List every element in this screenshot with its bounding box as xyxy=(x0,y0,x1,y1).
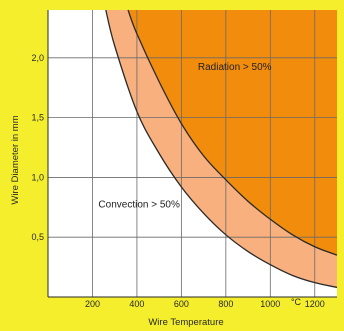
transition-band-area xyxy=(105,10,337,297)
radiation-annotation: Radiation > 50% xyxy=(198,62,272,73)
x-tick-label-200: 200 xyxy=(85,299,100,309)
radiation-region-area xyxy=(128,10,337,256)
x-axis-label: Wire Temperature xyxy=(148,317,223,328)
y-axis-label: Wire Diameter in mm xyxy=(10,115,21,204)
boundary-curves xyxy=(105,9,338,289)
x-tick-label-800: 800 xyxy=(218,299,233,309)
convection-annotation: Convection > 50% xyxy=(98,199,180,210)
y-tick-label-1: 1,0 xyxy=(31,172,44,182)
lower-boundary-line xyxy=(105,9,338,289)
tick-labels: 200 400 600 800 1000 1200 0,5 1,0 1,5 2,0 xyxy=(31,53,324,309)
x-tick-label-400: 400 xyxy=(129,299,144,309)
grid-lines xyxy=(47,10,337,298)
y-tick-label-2: 1,5 xyxy=(31,113,44,123)
plot-fills xyxy=(48,10,337,297)
x-tick-label-600: 600 xyxy=(174,299,189,309)
x-tick-label-1200: 1200 xyxy=(305,299,325,309)
upper-boundary-line xyxy=(127,9,338,256)
x-unit-label: °C xyxy=(291,297,302,307)
x-tick-label-1000: 1000 xyxy=(260,299,280,309)
y-tick-label-3: 2,0 xyxy=(31,53,44,63)
y-tick-label-0: 0,5 xyxy=(31,232,44,242)
